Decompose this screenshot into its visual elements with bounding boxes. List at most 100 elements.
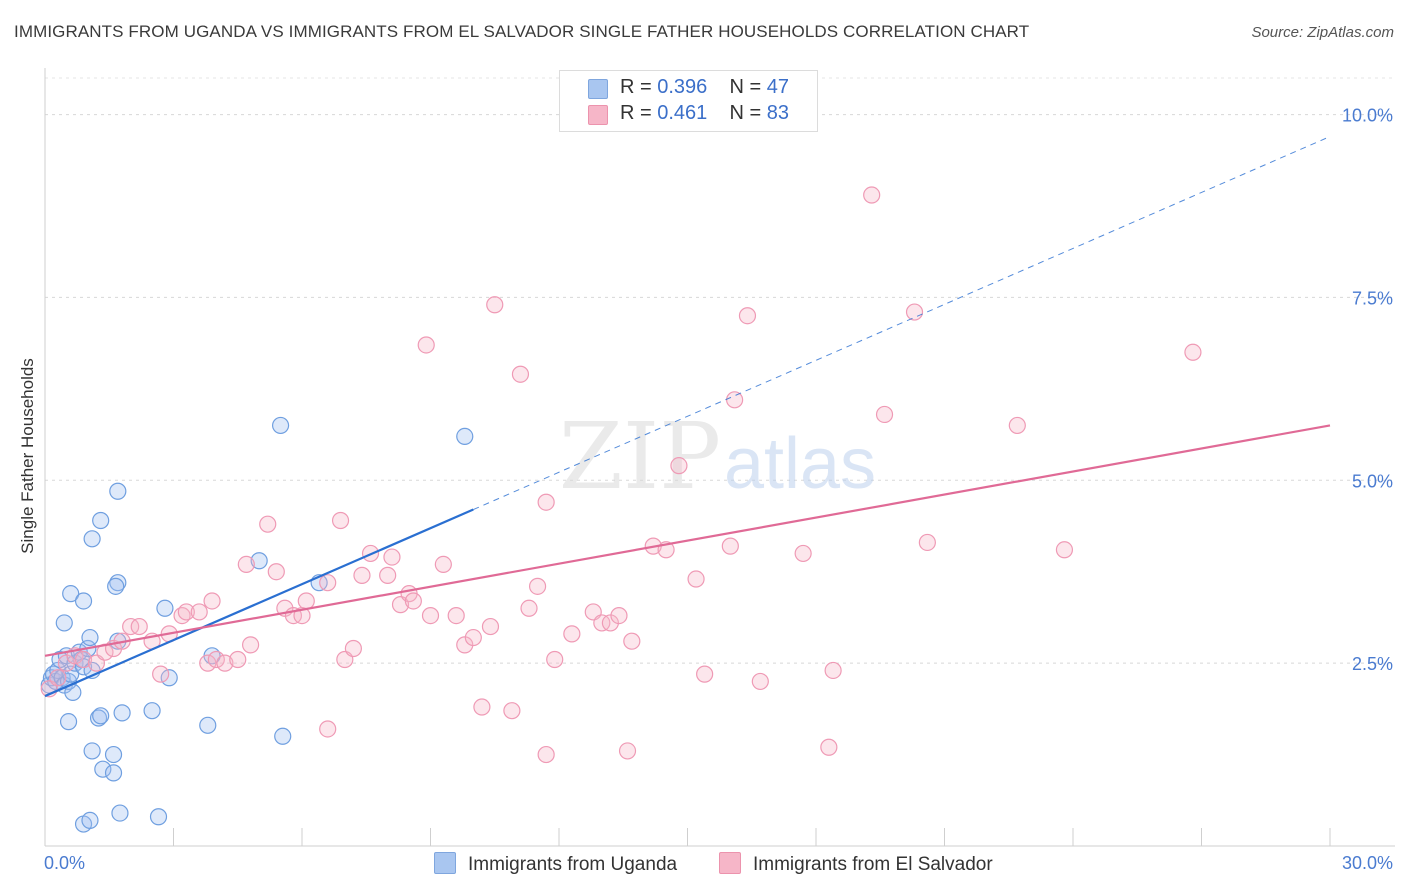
point-elsalvador <box>1184 343 1202 361</box>
point-elsalvador <box>49 669 67 687</box>
y-tick-label: 10.0% <box>1342 106 1393 126</box>
point-elsalvador <box>738 307 757 325</box>
legend-n-label: N = <box>729 102 767 124</box>
chart-title: IMMIGRANTS FROM UGANDA VS IMMIGRANTS FRO… <box>14 22 1030 41</box>
point-uganda <box>81 811 99 830</box>
point-elsalvador <box>379 566 397 584</box>
point-elsalvador <box>1008 416 1026 435</box>
point-elsalvador <box>74 650 93 669</box>
legend-r-label: R = <box>620 76 658 98</box>
point-uganda <box>74 592 93 610</box>
legend-r-label: R = <box>620 102 658 124</box>
point-uganda <box>55 614 73 632</box>
point-elsalvador <box>696 665 714 683</box>
point-elsalvador <box>473 698 491 716</box>
point-elsalvador <box>447 606 465 625</box>
point-elsalvador <box>297 592 315 610</box>
point-elsalvador <box>259 515 277 533</box>
point-elsalvador <box>319 574 337 592</box>
point-uganda <box>456 427 474 445</box>
point-elsalvador <box>421 606 440 625</box>
tick-labels: 2.5% 5.0% 7.5% 10.0% 0.0% 30.0% <box>44 106 1393 873</box>
point-elsalvador <box>203 592 221 610</box>
point-elsalvador <box>216 654 234 672</box>
point-uganda <box>199 716 217 734</box>
point-uganda <box>83 530 101 548</box>
point-elsalvador <box>344 639 362 658</box>
point-elsalvador <box>152 665 170 683</box>
bottom-legend-elsalvador: Immigrants from El Salvador <box>719 852 993 876</box>
point-elsalvador <box>177 603 195 621</box>
trendline-elsalvador <box>44 424 1331 657</box>
point-elsalvador <box>404 592 422 610</box>
point-elsalvador <box>464 628 482 647</box>
point-elsalvador <box>481 617 500 636</box>
points-layer <box>40 186 1202 833</box>
point-elsalvador <box>383 548 401 566</box>
point-elsalvador <box>319 720 337 738</box>
point-elsalvador <box>331 511 350 530</box>
watermark: ZIP atlas <box>559 403 876 510</box>
axis-layer <box>44 68 1395 847</box>
point-elsalvador <box>751 672 769 691</box>
point-elsalvador <box>687 570 705 588</box>
point-uganda <box>92 707 110 725</box>
point-uganda <box>62 585 80 603</box>
point-elsalvador <box>824 661 842 680</box>
point-elsalvador <box>537 493 555 511</box>
y-tick-label: 7.5% <box>1352 288 1393 308</box>
point-uganda <box>143 702 161 720</box>
point-elsalvador <box>563 625 581 643</box>
point-elsalvador <box>520 599 538 617</box>
legend-swatch-elsalvador <box>588 105 608 125</box>
legend-n-label: N = <box>729 76 767 98</box>
point-uganda <box>250 552 268 570</box>
point-elsalvador <box>417 336 435 354</box>
trendline-extension-uganda <box>473 136 1331 511</box>
point-elsalvador <box>434 555 452 574</box>
legend-n-value-uganda: 47 <box>766 76 790 98</box>
point-elsalvador <box>207 650 225 669</box>
point-uganda <box>94 760 112 778</box>
point-elsalvador <box>794 544 812 563</box>
point-elsalvador <box>511 365 530 383</box>
bottom-legend-label-elsalvador: Immigrants from El Salvador <box>753 854 993 875</box>
watermark-atlas: atlas <box>724 424 876 504</box>
point-uganda <box>149 808 168 826</box>
legend-swatch-uganda <box>588 79 608 99</box>
x-tick-label: 0.0% <box>44 853 85 873</box>
point-elsalvador <box>486 296 504 314</box>
point-uganda <box>81 628 99 647</box>
point-elsalvador <box>820 738 838 756</box>
watermark-zip: ZIP <box>559 403 721 510</box>
point-uganda <box>92 511 110 530</box>
point-uganda <box>62 665 80 683</box>
point-elsalvador <box>229 650 247 669</box>
point-elsalvador <box>546 650 564 669</box>
x-tick-label: 30.0% <box>1342 853 1393 873</box>
point-uganda <box>113 704 131 722</box>
point-elsalvador <box>130 617 148 636</box>
point-elsalvador <box>610 606 628 625</box>
legend: R = 0.396 N = 47 R = 0.461 N = 83 <box>559 70 818 132</box>
point-elsalvador <box>721 537 739 555</box>
point-uganda <box>271 416 290 435</box>
point-uganda <box>104 764 123 782</box>
point-elsalvador <box>503 702 521 720</box>
point-elsalvador <box>267 563 285 581</box>
bottom-legend-label-uganda: Immigrants from Uganda <box>468 854 678 875</box>
point-elsalvador <box>237 555 255 574</box>
point-elsalvador <box>618 742 637 760</box>
point-uganda <box>156 599 174 617</box>
legend-n-value-elsalvador: 83 <box>766 102 790 124</box>
point-uganda <box>107 577 125 595</box>
chart-source: Source: ZipAtlas.com <box>1251 24 1394 41</box>
point-uganda <box>83 742 101 760</box>
point-uganda <box>59 713 78 731</box>
point-uganda <box>111 804 129 822</box>
point-elsalvador <box>528 577 547 595</box>
trend-layer <box>44 136 1331 698</box>
y-tick-label: 2.5% <box>1352 654 1393 674</box>
point-elsalvador <box>670 457 688 475</box>
y-tick-label: 5.0% <box>1352 471 1393 491</box>
